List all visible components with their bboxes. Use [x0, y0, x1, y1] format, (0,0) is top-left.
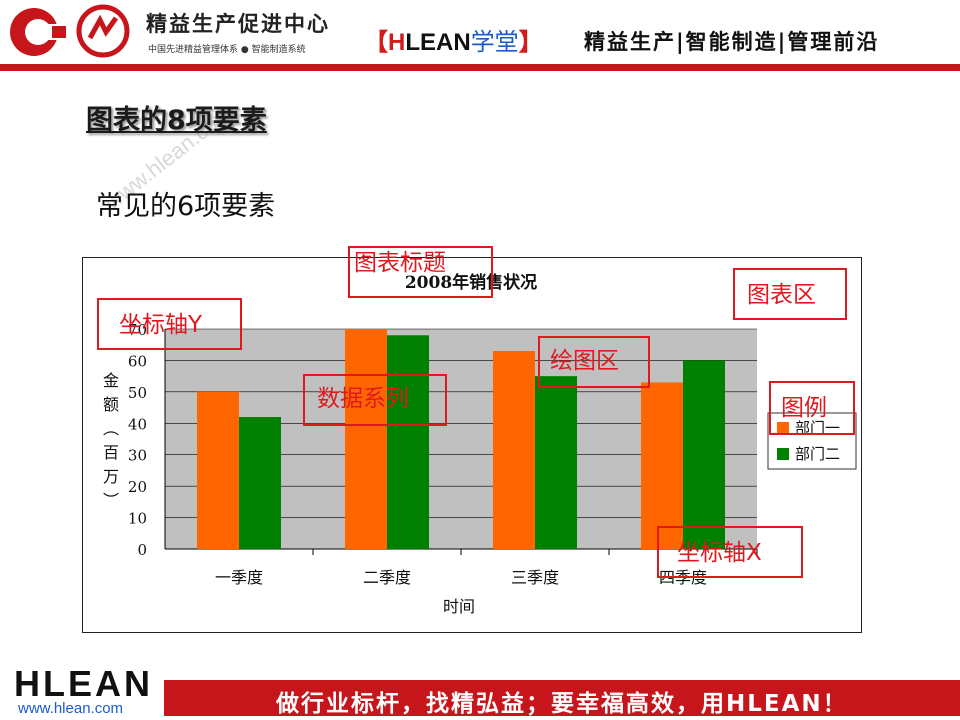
y-tick-label: 20: [128, 478, 147, 496]
y-axis-label: 金额︵百万︶: [103, 371, 119, 510]
bracket-close: 】: [518, 29, 543, 56]
footer-bar: [164, 680, 960, 716]
x-tick-label: 二季度: [363, 568, 411, 587]
slide-subtitle: 常见的6项要素: [96, 191, 276, 222]
hlean-xuetang-label: 【HLEAN学堂】: [364, 22, 543, 57]
legend: 部门一 部门二: [767, 412, 857, 470]
bar-1-4: [641, 382, 683, 549]
bracket-open: 【: [364, 29, 388, 56]
footer-logo: HLEAN: [14, 663, 153, 704]
legend-swatch-series-2: [777, 448, 789, 460]
bar-1-1: [197, 391, 239, 549]
legend-label-series-2: 部门二: [795, 445, 840, 463]
y-tick-label: 50: [128, 384, 147, 402]
annotation-legend: 图例: [769, 381, 855, 435]
hlean-h: H: [388, 29, 406, 56]
hlean-xuetang: 学堂: [470, 29, 519, 56]
x-tick-label: 三季度: [511, 568, 559, 587]
bar-2-1: [239, 417, 281, 549]
x-tick-label: 一季度: [215, 568, 263, 587]
hlean-lean: LEAN: [405, 29, 471, 56]
footer-url[interactable]: www.hlean.com: [18, 700, 124, 717]
annotation-chart-area: 图表区: [733, 268, 847, 320]
y-tick-label: 0: [137, 541, 147, 559]
y-tick-label: 30: [128, 447, 147, 465]
bar-2-2: [387, 335, 429, 549]
y-tick-label: 70: [128, 321, 147, 339]
annotation-y-axis: 坐标轴Y: [97, 298, 242, 350]
bar-2-4: [683, 360, 725, 549]
annotation-plot-area: 绘图区: [538, 336, 650, 388]
header-tagline: 精益生产|智能制造|管理前沿: [584, 30, 880, 54]
brand-subtitle: 中国先进精益管理体系 ● 智能制造系统: [148, 45, 306, 55]
header-divider: [0, 64, 960, 71]
bar-2-3: [535, 376, 577, 549]
legend-label-series-1: 部门一: [795, 419, 840, 437]
annotation-chart-title: 图表标题: [348, 246, 493, 298]
y-tick-label: 10: [128, 510, 147, 528]
y-tick-label: 40: [128, 415, 147, 433]
x-axis-label: 时间: [443, 597, 475, 616]
chart-title: 2008年销售状况: [405, 272, 537, 293]
bar-1-2: [345, 329, 387, 549]
chart-area: 2008年销售状况 0 10 20 30 40 50 60 70 一季度 二季度 三季度 四季度 时…: [82, 257, 862, 633]
slide-title: 图表的8项要素: [86, 105, 267, 136]
annotation-x-axis: 坐标轴X: [657, 526, 803, 578]
legend-swatch-series-1: [777, 422, 789, 434]
annotation-data-series: 数据系列: [303, 374, 447, 426]
brand-logo-icon: [10, 8, 68, 56]
footer-slogan: 做行业标杆，找精弘益；要幸福高效，用HLEAN！: [276, 691, 848, 717]
header: [0, 0, 960, 72]
y-tick-label: 60: [128, 352, 147, 370]
brand-name: 精益生产促进中心: [146, 12, 330, 36]
bar-1-3: [493, 351, 535, 549]
brand-ring-icon: [76, 4, 130, 58]
